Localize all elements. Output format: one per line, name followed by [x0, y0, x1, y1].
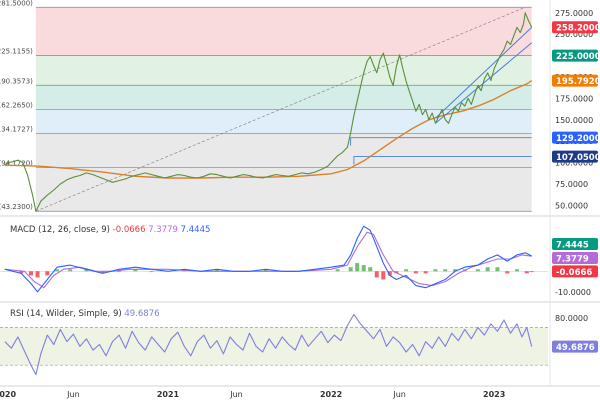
macd-y-tick-0: -10.0000: [555, 288, 591, 297]
fib-label-3: 0.5(162.2650): [0, 101, 33, 109]
macd-badge-hist: -0.0666: [556, 268, 592, 278]
macd-badge-macd-bg: [552, 238, 598, 250]
macd-histogram-bar-19: [374, 271, 379, 278]
price-y-tick-1: 250.0000: [555, 30, 593, 39]
fib-zone-3: [35, 109, 532, 134]
fib-label-4: 0.618(134.1727): [0, 125, 33, 133]
price-y-tick-4: 175.0000: [555, 94, 593, 103]
price-y-tick-5: 150.0000: [555, 116, 593, 125]
macd-histogram-bar-23: [404, 269, 409, 272]
price-y-tick-8: 75.0000: [555, 180, 588, 189]
fib-zone-0: [35, 7, 532, 56]
fib-label-1: 0.236(225.1155): [0, 48, 33, 56]
fib-zone-4: [35, 133, 532, 168]
macd-histogram-bar-13: [263, 269, 268, 272]
rsi-badge: 49.6876: [556, 343, 595, 353]
macd-histogram-bar-5: [68, 269, 73, 272]
x-axis-label-1: Jun: [66, 390, 80, 399]
price-badge-2: 195.7920: [556, 77, 600, 87]
fib-label-6: 1(43.2300): [0, 203, 33, 211]
rsi-legend: RSI (14, Wilder, Simple, 9) 49.6876: [10, 309, 160, 319]
price-badge-1: 225.0000: [556, 52, 600, 62]
macd-histogram-bar-34: [515, 269, 520, 272]
price-badge-1-bg: [552, 49, 598, 62]
macd-histogram-bar-31: [485, 267, 490, 272]
macd-histogram-bar-1: [28, 271, 33, 276]
macd-histogram-bar-24: [413, 271, 418, 274]
price-line: [4, 12, 533, 212]
macd-badge-macd: 7.4445: [556, 241, 589, 251]
macd-histogram-bar-33: [505, 271, 510, 274]
x-axis-label-2: 2021: [157, 390, 180, 399]
macd-histogram-bar-0: [19, 271, 24, 274]
macd-histogram-bar-15: [348, 267, 353, 272]
moving-average-line: [4, 80, 533, 179]
macd-histogram-bar-30: [475, 269, 480, 272]
price-badge-3: 129.2000: [556, 134, 600, 144]
rsi-badge-bg: [552, 340, 598, 353]
x-axis-label-5: Jun: [392, 390, 406, 399]
macd-histogram-bar-9: [133, 269, 138, 272]
macd-histogram-bar-6: [84, 269, 89, 272]
rsi-legend-value: 49.6876: [124, 309, 159, 319]
macd-legend-value-1: 7.3779: [148, 225, 180, 235]
macd-histogram-bar-28: [453, 269, 458, 272]
macd-histogram-bar-3: [45, 271, 50, 276]
fib-label-2: 0.382(190.3573): [0, 77, 33, 85]
macd-signal-line: [4, 231, 532, 289]
price-y-tick-9: 50.0000: [555, 201, 588, 210]
price-level-line-0: [350, 137, 532, 146]
price-badge-4: 107.0500: [556, 153, 600, 163]
price-y-tick-0: 275.0000: [555, 9, 593, 18]
macd-histogram-bar-4: [55, 269, 60, 272]
macd-histogram-bar-7: [100, 271, 105, 274]
rsi-title: RSI (14, Wilder, Simple, 9): [10, 309, 124, 319]
macd-histogram-bar-36: [529, 271, 534, 273]
x-axis-label-0: 2020: [0, 390, 16, 399]
macd-line: [4, 225, 532, 293]
price-badge-3-bg: [552, 131, 598, 144]
macd-histogram-bar-21: [387, 271, 392, 276]
macd-histogram-bar-12: [214, 269, 219, 272]
macd-histogram-bar-16: [355, 263, 360, 272]
fib-zone-1: [35, 55, 532, 86]
macd-legend-value-2: 7.4445: [181, 225, 211, 235]
x-axis-label-4: 2022: [320, 390, 342, 399]
rsi-y-tick-0: 80.0000: [555, 314, 588, 323]
price-badge-0: 258.2000: [556, 24, 600, 34]
rsi-line: [4, 313, 533, 376]
x-axis-label-3: Jun: [229, 390, 243, 399]
macd-histogram-bar-35: [524, 271, 529, 274]
macd-badge-signal-bg: [552, 252, 598, 264]
price-badge-0-bg: [552, 21, 598, 34]
macd-histogram-bar-17: [361, 265, 366, 272]
macd-histogram-bar-8: [117, 271, 122, 273]
macd-legend: MACD (12, 26, close, 9) -0.0666 7.3779 7…: [10, 225, 210, 235]
price-level-line-1: [353, 156, 532, 165]
macd-legend-value-0: -0.0666: [113, 225, 149, 235]
macd-histogram-bar-14: [335, 269, 340, 272]
x-axis-label-6: 2023: [483, 390, 505, 399]
macd-badge-signal: 7.3779: [556, 255, 589, 265]
macd-title: MACD (12, 26, close, 9): [10, 225, 113, 235]
macd-histogram-bar-26: [433, 269, 438, 272]
macd-histogram-bar-27: [443, 269, 448, 272]
macd-histogram-bar-32: [495, 267, 500, 272]
macd-histogram-bar-10: [149, 271, 154, 273]
fib-label-5: 0.786(94.1720): [0, 160, 33, 168]
trend-channel-upper: [435, 27, 533, 119]
fib-diagonal: [35, 6, 526, 212]
macd-histogram-bar-25: [423, 271, 428, 274]
price-badge-2-bg: [552, 74, 598, 87]
price-y-tick-7: 100.0000: [555, 159, 593, 168]
macd-histogram-bar-18: [368, 267, 373, 272]
fib-label-0: 0(281.5000): [0, 0, 33, 7]
macd-histogram-bar-20: [381, 271, 386, 280]
price-badge-4-bg: [552, 150, 598, 163]
fib-zone-5: [35, 167, 532, 212]
macd-histogram-bar-2: [35, 271, 40, 278]
macd-badge-hist-bg: [552, 265, 598, 278]
